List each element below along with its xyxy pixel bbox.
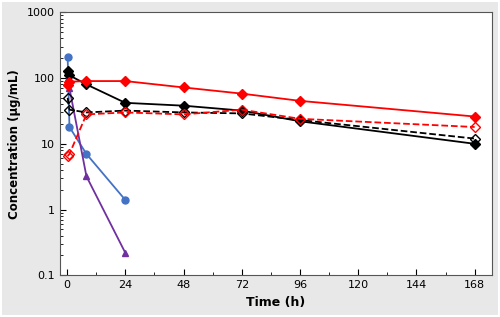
X-axis label: Time (h): Time (h) xyxy=(246,296,306,309)
Y-axis label: Concentration (µg/mL): Concentration (µg/mL) xyxy=(8,69,22,219)
